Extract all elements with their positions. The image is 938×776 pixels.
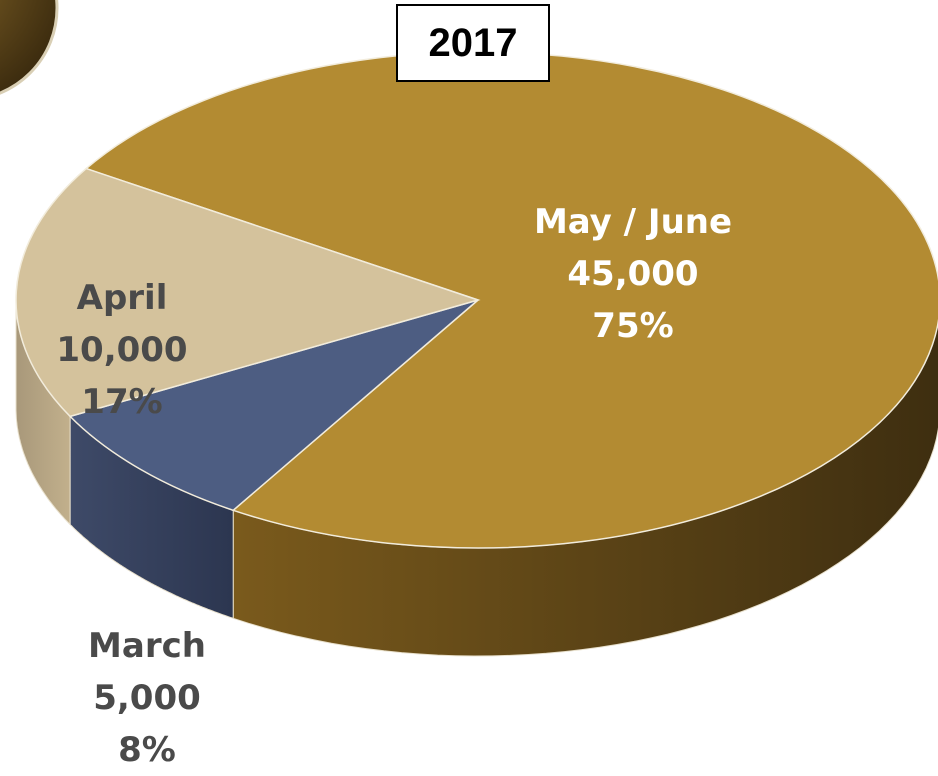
label-percent: 75% [592,306,674,346]
data-label-may-june: May / June 45,000 75% [508,196,758,352]
corner-decoration [0,0,59,95]
label-value: 10,000 [56,330,188,370]
data-label-march: March 5,000 8% [52,620,242,776]
pie-sides [15,300,938,657]
label-name: March [88,626,206,666]
label-percent: 17% [81,382,163,422]
label-value: 5,000 [93,678,201,718]
label-name: April [76,278,168,318]
pie-slice-april [15,167,481,418]
chart-title: 2017 [396,4,550,82]
pie-slice-march [68,299,479,512]
label-value: 45,000 [567,254,699,294]
pie-tops [15,51,938,549]
data-label-april: April 10,000 17% [32,272,212,428]
pie-slice-may-june [84,51,938,549]
label-percent: 8% [118,730,176,770]
label-name: May / June [533,202,733,242]
